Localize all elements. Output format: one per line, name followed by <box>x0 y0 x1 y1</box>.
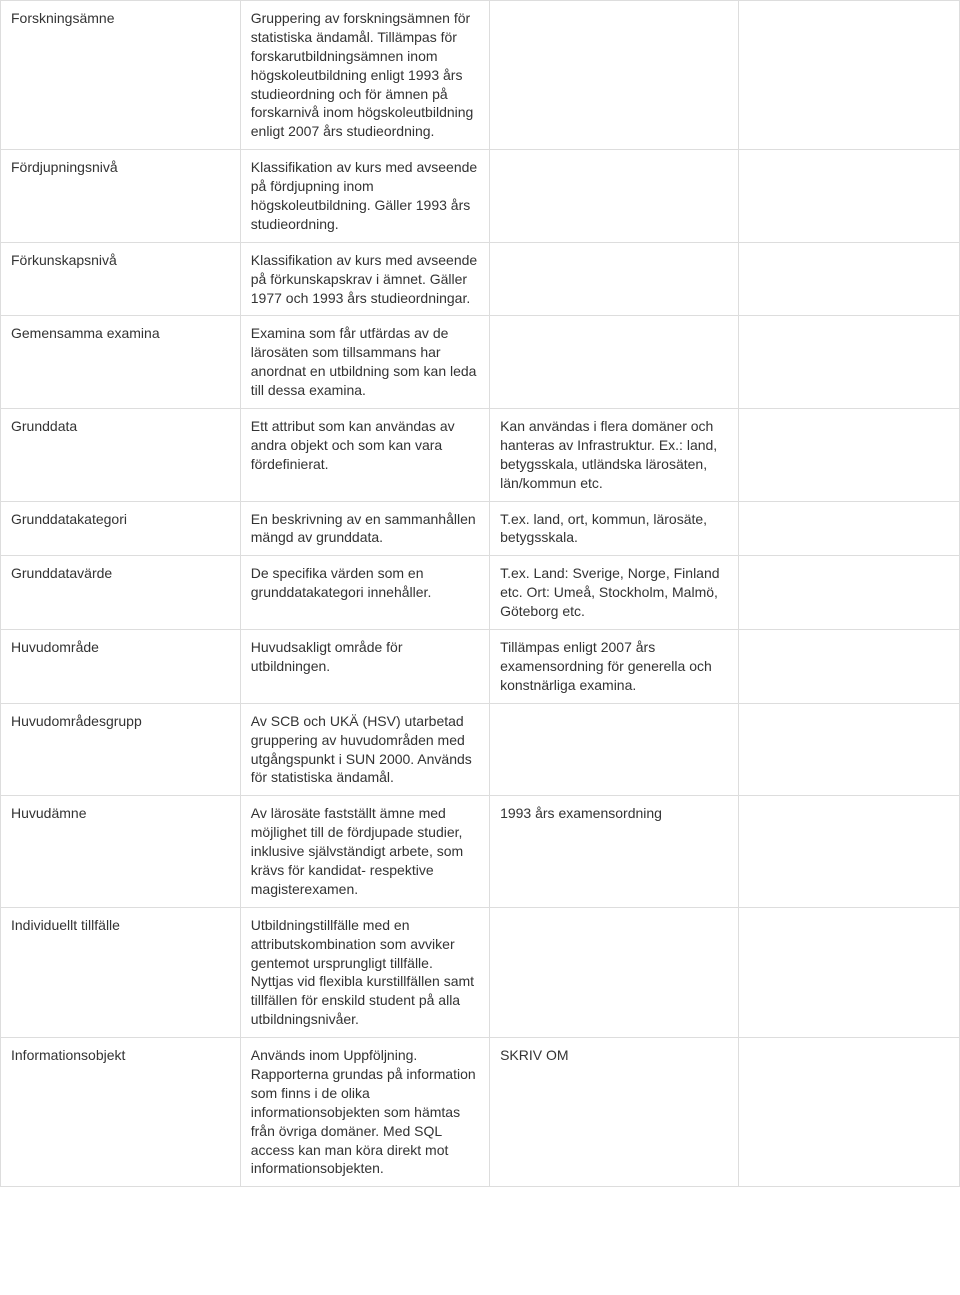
cell-note <box>490 316 739 409</box>
cell-note <box>490 150 739 243</box>
cell-definition: Examina som får utfärdas av de lärosäten… <box>240 316 489 409</box>
cell-definition: Klassifikation av kurs med avseende på f… <box>240 242 489 316</box>
cell-term: Grunddatavärde <box>1 556 241 630</box>
cell-definition: Klassifikation av kurs med avseende på f… <box>240 150 489 243</box>
cell-definition: En beskrivning av en sammanhållen mängd … <box>240 501 489 556</box>
cell-note <box>490 242 739 316</box>
cell-term: Forskningsämne <box>1 1 241 150</box>
cell-extra <box>739 556 960 630</box>
table-row: HuvudämneAv lärosäte fastställt ämne med… <box>1 796 960 907</box>
table-row: ForskningsämneGruppering av forskningsäm… <box>1 1 960 150</box>
cell-definition: Utbildningstillfälle med en attributskom… <box>240 907 489 1037</box>
cell-term: Huvudområdesgrupp <box>1 703 241 796</box>
cell-extra <box>739 703 960 796</box>
table-row: FörkunskapsnivåKlassifikation av kurs me… <box>1 242 960 316</box>
cell-term: Fördjupningsnivå <box>1 150 241 243</box>
cell-note <box>490 907 739 1037</box>
cell-extra <box>739 796 960 907</box>
cell-term: Förkunskapsnivå <box>1 242 241 316</box>
cell-extra <box>739 409 960 502</box>
cell-extra <box>739 150 960 243</box>
table-row: HuvudområdeHuvudsakligt område för utbil… <box>1 630 960 704</box>
cell-term: Huvudområde <box>1 630 241 704</box>
cell-term: Gemensamma examina <box>1 316 241 409</box>
glossary-table: ForskningsämneGruppering av forskningsäm… <box>0 0 960 1187</box>
cell-note: Tillämpas enligt 2007 års examensordning… <box>490 630 739 704</box>
table-row: Gemensamma examinaExamina som får utfärd… <box>1 316 960 409</box>
cell-definition: De specifika värden som en grunddatakate… <box>240 556 489 630</box>
cell-term: Individuellt tillfälle <box>1 907 241 1037</box>
table-row: GrunddatakategoriEn beskrivning av en sa… <box>1 501 960 556</box>
cell-extra <box>739 1 960 150</box>
cell-definition: Huvudsakligt område för utbildningen. <box>240 630 489 704</box>
cell-term: Huvudämne <box>1 796 241 907</box>
table-row: Individuellt tillfälleUtbildningstillfäl… <box>1 907 960 1037</box>
cell-note: 1993 års examensordning <box>490 796 739 907</box>
cell-note <box>490 703 739 796</box>
cell-term: Informationsobjekt <box>1 1038 241 1187</box>
table-row: FördjupningsnivåKlassifikation av kurs m… <box>1 150 960 243</box>
glossary-tbody: ForskningsämneGruppering av forskningsäm… <box>1 1 960 1187</box>
cell-term: Grunddatakategori <box>1 501 241 556</box>
cell-definition: Ett attribut som kan användas av andra o… <box>240 409 489 502</box>
cell-note: T.ex. land, ort, kommun, lärosäte, betyg… <box>490 501 739 556</box>
cell-note: T.ex. Land: Sverige, Norge, Finland etc.… <box>490 556 739 630</box>
table-row: GrunddataEtt attribut som kan användas a… <box>1 409 960 502</box>
cell-extra <box>739 316 960 409</box>
cell-extra <box>739 907 960 1037</box>
cell-extra <box>739 1038 960 1187</box>
cell-definition: Av SCB och UKÄ (HSV) utarbetad grupperin… <box>240 703 489 796</box>
cell-definition: Gruppering av forskningsämnen för statis… <box>240 1 489 150</box>
cell-note: SKRIV OM <box>490 1038 739 1187</box>
cell-term: Grunddata <box>1 409 241 502</box>
cell-extra <box>739 501 960 556</box>
table-row: GrunddatavärdeDe specifika värden som en… <box>1 556 960 630</box>
cell-definition: Av lärosäte fastställt ämne med möjlighe… <box>240 796 489 907</box>
table-row: HuvudområdesgruppAv SCB och UKÄ (HSV) ut… <box>1 703 960 796</box>
cell-note: Kan användas i flera domäner och hantera… <box>490 409 739 502</box>
cell-extra <box>739 630 960 704</box>
table-row: InformationsobjektAnvänds inom Uppföljni… <box>1 1038 960 1187</box>
cell-note <box>490 1 739 150</box>
cell-definition: Används inom Uppföljning. Rapporterna gr… <box>240 1038 489 1187</box>
cell-extra <box>739 242 960 316</box>
